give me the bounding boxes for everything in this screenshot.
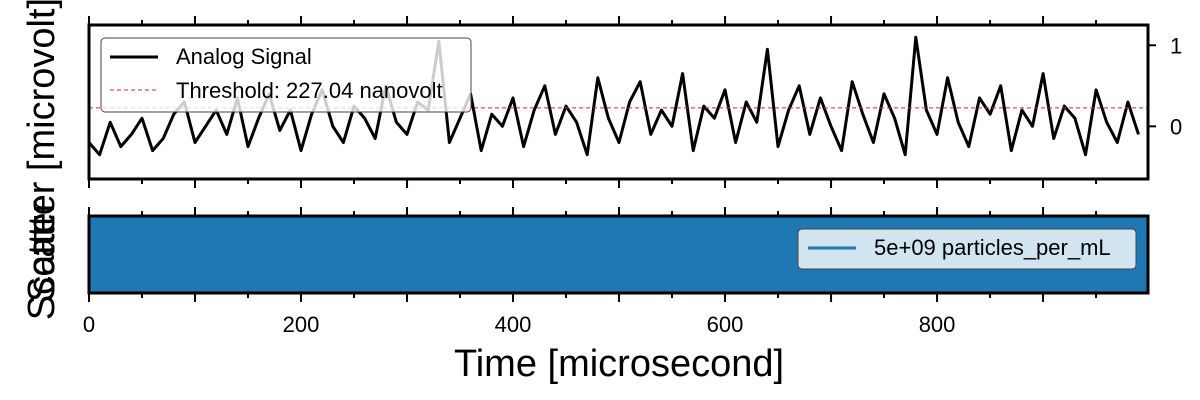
y-axis-label-bottom: Scatter [21,199,63,320]
top-y-tick-label: 1 [1170,33,1182,58]
x-axis-label: Time [microsecond] [454,343,784,385]
top-plot-border [87,23,1150,181]
bottom-legend: 5e+09 particles_per_mL [797,228,1137,270]
bottom-plot-border [87,214,1150,295]
top-panel: 01 Analog Signal Threshold: 227.04 nanov… [87,16,1182,188]
bottom-x-tick-label: 200 [283,312,320,337]
top-legend-box [100,37,472,113]
bottom-x-tick-label: 400 [495,312,532,337]
y-axis-label-top: Scatter [microvolt] [21,0,63,302]
top-y-tick-label: 0 [1170,114,1182,139]
bottom-x-tick-label: 600 [707,312,744,337]
bottom-x-tick-label: 800 [919,312,956,337]
legend-label-particles: 5e+09 particles_per_mL [874,235,1111,260]
top-legend: Analog Signal Threshold: 227.04 nanovolt [100,37,472,113]
bottom-legend-box [797,228,1137,270]
bottom-panel: 0 200 400 600 800 5e+09 particles_per_mL [83,207,1150,337]
top-y-ticks: 01 [1148,33,1182,139]
legend-label-analog-signal: Analog Signal [176,44,312,69]
bottom-x-tick-label: 0 [83,312,95,337]
legend-label-threshold: Threshold: 227.04 nanovolt [176,78,443,103]
